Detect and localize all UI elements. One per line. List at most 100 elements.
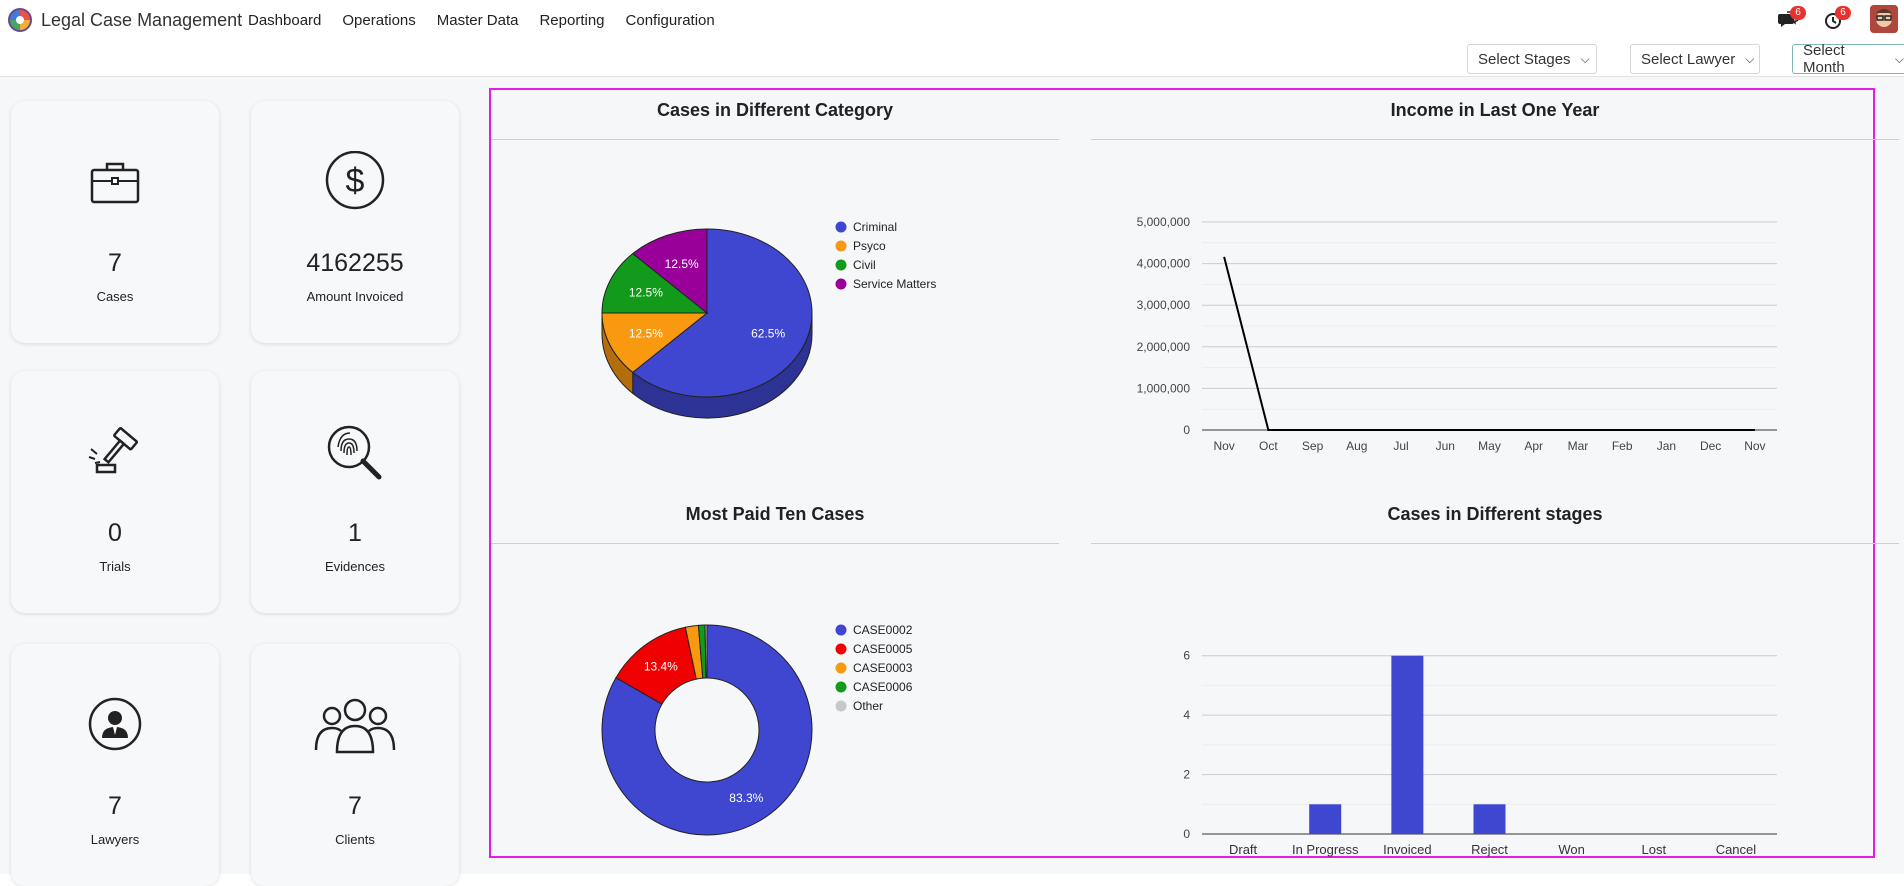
- amount-invoiced-label: Amount Invoiced: [306, 289, 404, 304]
- donut-data-label: 13.4%: [644, 659, 678, 673]
- fingerprint-search-icon: [251, 421, 459, 491]
- income-line-chart: 0 1,000,000 2,000,000 3,000,000 4,000,000 5,0…: [1137, 215, 1777, 453]
- lawyers-count: 7: [108, 792, 122, 820]
- legend-label: Service Matters: [853, 277, 936, 291]
- kpi-card-clients[interactable]: 7 Clients: [251, 644, 459, 886]
- x-tick-label: Jun: [1436, 439, 1455, 453]
- evidences-label: Evidences: [325, 559, 385, 574]
- x-tick-label: Dec: [1700, 439, 1721, 453]
- x-tick-label: Jan: [1657, 439, 1676, 453]
- cases-count: 7: [108, 249, 122, 277]
- y-tick-label: 2: [1183, 768, 1190, 782]
- x-tick-label: Won: [1558, 842, 1585, 857]
- bar: [1391, 655, 1424, 834]
- chevron-down-icon: ⌵: [1745, 51, 1755, 66]
- menu-item-dashboard[interactable]: Dashboard: [248, 12, 322, 29]
- kpi-card-lawyers[interactable]: 7 Lawyers: [11, 644, 219, 886]
- legend-label: Civil: [853, 258, 876, 272]
- menu-item-master-data[interactable]: Master Data: [436, 12, 519, 29]
- lawyer-icon: [11, 694, 219, 764]
- legend-marker: [835, 681, 847, 693]
- x-tick-label: Lost: [1641, 842, 1666, 857]
- x-tick-label: Draft: [1229, 842, 1258, 857]
- legend-marker: [835, 221, 847, 233]
- top-navbar: Legal Case Management Dashboard Operatio…: [0, 0, 1904, 40]
- bar: [1473, 804, 1506, 834]
- chart-title-cases-category: Cases in Different Category: [656, 100, 894, 120]
- legend-marker: [835, 278, 847, 290]
- pie-data-label: 12.5%: [629, 326, 663, 340]
- divider: [1091, 543, 1899, 544]
- menu-item-operations[interactable]: Operations: [342, 12, 416, 29]
- donut-slice: [601, 624, 813, 836]
- gavel-icon: [11, 421, 219, 491]
- x-tick-label: Aug: [1346, 439, 1367, 453]
- y-tick-label: 2,000,000: [1137, 340, 1191, 354]
- kpi-card-evidences[interactable]: 1 Evidences: [251, 371, 459, 613]
- legend-marker: [835, 259, 847, 271]
- user-avatar[interactable]: [1870, 5, 1898, 33]
- lawyers-label: Lawyers: [90, 832, 140, 847]
- app-logo-icon[interactable]: [8, 8, 32, 32]
- chevron-down-icon: ⌵: [1894, 51, 1904, 66]
- cases-label: Cases: [96, 289, 134, 304]
- divider: [491, 543, 1059, 544]
- legend-label: CASE0003: [853, 661, 913, 675]
- x-tick-label: In Progress: [1292, 842, 1359, 857]
- x-tick-label: Nov: [1744, 439, 1765, 453]
- menu-item-configuration[interactable]: Configuration: [625, 12, 715, 29]
- activities-icon[interactable]: 6: [1823, 6, 1851, 31]
- messages-icon[interactable]: 6: [1778, 6, 1806, 31]
- legend-marker: [835, 624, 847, 636]
- main-menu: Dashboard Operations Master Data Reporti…: [248, 12, 715, 29]
- income-series-line: [1223, 256, 1755, 431]
- legend-marker: [835, 643, 847, 655]
- activities-badge: 6: [1835, 6, 1851, 20]
- y-tick-label: 3,000,000: [1137, 298, 1191, 312]
- filter-bar: Select Stages ⌵ Select Lawyer ⌵ Select Mon…: [0, 40, 1904, 77]
- chart-title-stages: Cases in Different stages: [1387, 504, 1603, 524]
- y-tick-label: 1,000,000: [1137, 381, 1191, 395]
- legend-marker: [835, 662, 847, 674]
- select-month-dropdown[interactable]: Select Month ⌵: [1792, 42, 1904, 76]
- donut-slice: [704, 624, 708, 679]
- x-tick-label: Reject: [1471, 842, 1508, 857]
- bar: [1309, 804, 1342, 834]
- svg-text:$: $: [346, 162, 365, 200]
- x-tick-label: Feb: [1612, 439, 1633, 453]
- app-title[interactable]: Legal Case Management: [41, 10, 243, 30]
- x-tick-label: Apr: [1524, 439, 1543, 453]
- legend-label: CASE0005: [853, 642, 913, 656]
- kpi-card-trials[interactable]: 0 Trials: [11, 371, 219, 613]
- clients-icon: [251, 694, 459, 764]
- most-paid-donut-chart: 83.3% 13.4% CASE0002 CASE0005 CASE0003 CASE00…: [601, 623, 913, 836]
- select-lawyer-dropdown[interactable]: Select Lawyer ⌵: [1630, 44, 1760, 74]
- briefcase-icon: [11, 151, 219, 221]
- pie-slice: [601, 252, 709, 314]
- divider: [491, 139, 1059, 140]
- y-tick-label: 4,000,000: [1137, 257, 1191, 271]
- pie-slice: [631, 228, 813, 398]
- pie-slice: [601, 312, 709, 374]
- trials-count: 0: [108, 519, 122, 547]
- select-stages-dropdown[interactable]: Select Stages ⌵: [1467, 44, 1597, 74]
- x-tick-label: Mar: [1568, 439, 1589, 453]
- legend-label: Other: [853, 699, 883, 713]
- pie-data-label: 62.5%: [751, 326, 785, 340]
- legend-label: CASE0002: [853, 623, 913, 637]
- x-tick-label: May: [1478, 439, 1501, 453]
- divider: [1091, 139, 1899, 140]
- x-tick-label: Invoiced: [1383, 842, 1431, 857]
- evidences-count: 1: [348, 519, 362, 547]
- select-lawyer-label: Select Lawyer: [1641, 50, 1736, 68]
- donut-data-label: 83.3%: [729, 791, 763, 805]
- amount-invoiced-value: 4162255: [306, 249, 404, 277]
- legend-marker: [835, 240, 847, 252]
- y-tick-label: 5,000,000: [1137, 215, 1191, 229]
- kpi-card-cases[interactable]: 7 Cases: [11, 101, 219, 343]
- dollar-icon: $: [251, 151, 459, 221]
- kpi-card-amount-invoiced[interactable]: $ 4162255 Amount Invoiced: [251, 101, 459, 343]
- x-tick-label: Jul: [1393, 439, 1408, 453]
- trials-label: Trials: [99, 559, 131, 574]
- menu-item-reporting[interactable]: Reporting: [539, 12, 605, 29]
